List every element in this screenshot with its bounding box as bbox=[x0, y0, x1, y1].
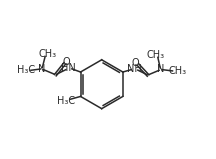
Text: CH₃: CH₃ bbox=[38, 49, 57, 59]
Text: O: O bbox=[63, 57, 70, 67]
Text: N: N bbox=[157, 65, 164, 75]
Text: O: O bbox=[132, 58, 140, 68]
Text: NH: NH bbox=[127, 64, 142, 74]
Text: H₃C: H₃C bbox=[17, 66, 35, 75]
Text: HN: HN bbox=[61, 63, 76, 73]
Text: N: N bbox=[38, 64, 46, 74]
Text: CH₃: CH₃ bbox=[147, 49, 165, 59]
Text: H₃C: H₃C bbox=[57, 96, 75, 106]
Text: CH₃: CH₃ bbox=[168, 66, 186, 76]
